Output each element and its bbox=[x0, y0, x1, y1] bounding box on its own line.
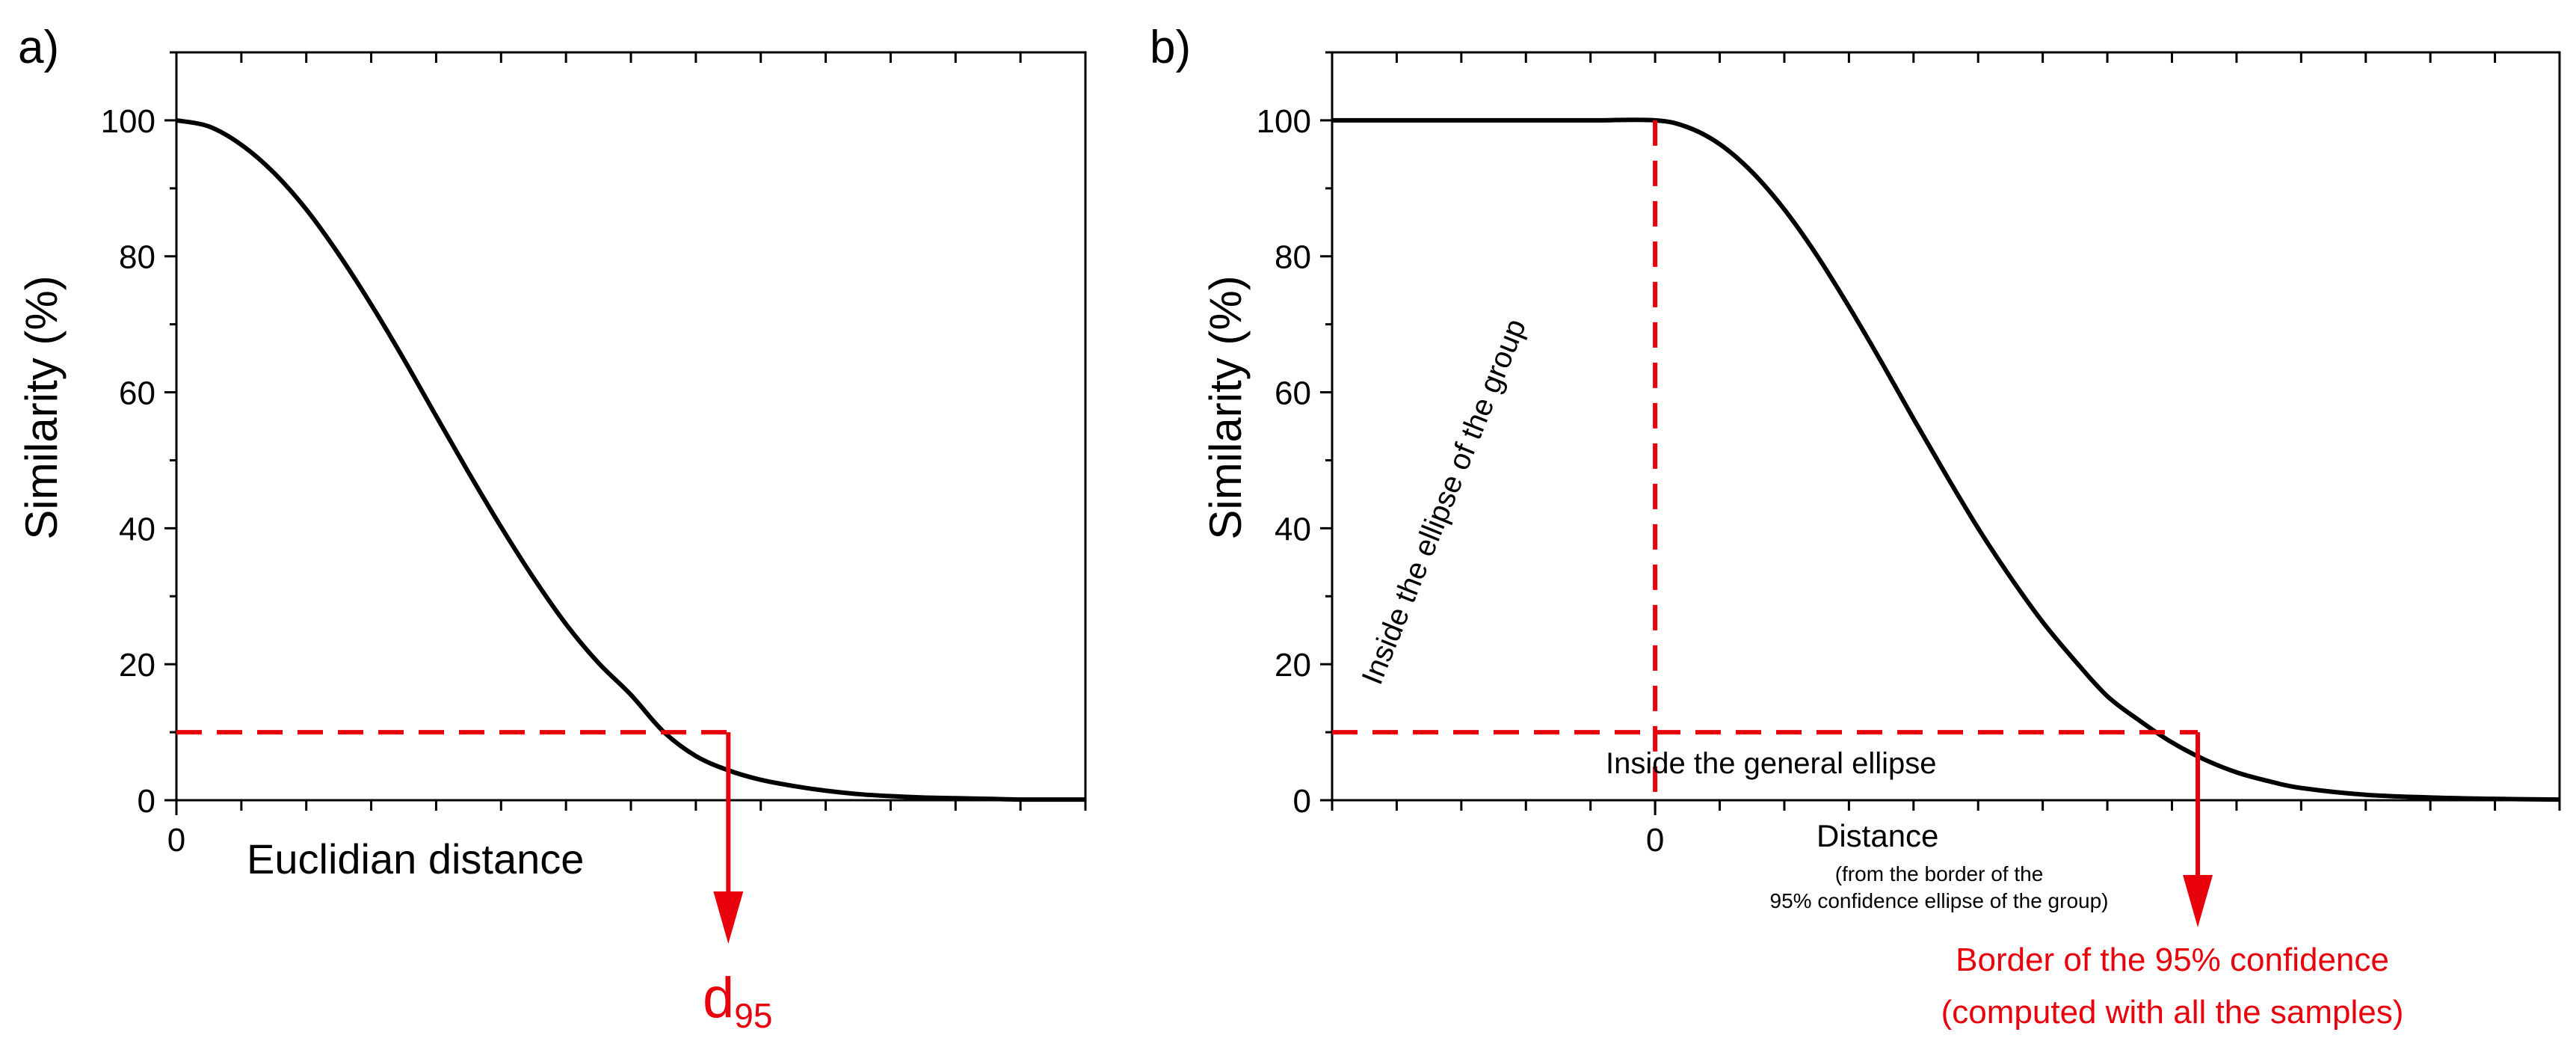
axis-frame bbox=[175, 51, 1087, 802]
chart-panel-b: b) Similarity (%) Distance (from the bor… bbox=[1150, 22, 2561, 1031]
y-tick-label-20: 20 bbox=[1275, 647, 1311, 684]
y-tick-label-60: 60 bbox=[1275, 375, 1311, 412]
y-tick-label-20: 20 bbox=[119, 647, 155, 684]
threshold-arrow-head bbox=[713, 891, 744, 944]
border-label-line-1: Border of the 95% confidence bbox=[1956, 942, 2389, 978]
x-ticks-b: 0 bbox=[1331, 52, 2561, 859]
marks-b bbox=[1332, 117, 2560, 927]
border-label-line-2: (computed with all the samples) bbox=[1941, 994, 2404, 1031]
y-tick-label-80: 80 bbox=[119, 239, 155, 276]
y-tick-label-100: 100 bbox=[1257, 103, 1311, 140]
x-tick-label-0: 0 bbox=[167, 822, 185, 859]
d95-label: d95 bbox=[703, 966, 772, 1035]
y-tick-label-60: 60 bbox=[119, 375, 155, 412]
x-axis-label-a: Euclidian distance bbox=[247, 835, 584, 882]
x-ticks-a: 0 bbox=[167, 52, 1087, 859]
x-axis-label-b: Distance bbox=[1817, 818, 1938, 853]
panel-label-b: b) bbox=[1150, 22, 1191, 73]
y-ticks-a: 0 20 40 60 80 100 bbox=[101, 51, 176, 820]
y-tick-label-0: 0 bbox=[1293, 783, 1311, 820]
x-axis-note-line-1: (from the border of the bbox=[1835, 862, 2044, 885]
x-axis-note-line-2: 95% confidence ellipse of the group) bbox=[1770, 889, 2109, 912]
similarity-curve bbox=[1332, 117, 2560, 802]
y-tick-label-40: 40 bbox=[1275, 511, 1311, 547]
y-ticks-b: 0 20 40 60 80 100 bbox=[1257, 51, 1332, 820]
annotation-inside-group: Inside the ellipse of the group bbox=[1356, 314, 1533, 689]
y-tick-label-40: 40 bbox=[119, 511, 155, 547]
y-tick-label-80: 80 bbox=[1275, 239, 1311, 276]
threshold-arrow-head bbox=[2183, 875, 2213, 927]
plot-area-a bbox=[175, 51, 1087, 802]
y-tick-label-0: 0 bbox=[138, 783, 155, 820]
axis-frame bbox=[1331, 51, 2561, 802]
y-tick-label-100: 100 bbox=[101, 103, 155, 140]
plot-area-b bbox=[1331, 51, 2561, 802]
x-tick-label-0: 0 bbox=[1646, 822, 1664, 859]
d95-main: d bbox=[703, 966, 734, 1030]
y-axis-label-a: Similarity (%) bbox=[16, 275, 67, 539]
d95-subscript: 95 bbox=[734, 996, 772, 1035]
panel-label-a: a) bbox=[18, 22, 59, 73]
marks-a bbox=[176, 117, 1085, 944]
annotation-inside-general: Inside the general ellipse bbox=[1606, 747, 1937, 780]
chart-panel-a: a) Similarity (%) Euclidian distance 0 20… bbox=[16, 22, 1087, 1035]
similarity-curve bbox=[176, 117, 1085, 802]
y-axis-label-b: Similarity (%) bbox=[1201, 275, 1251, 539]
